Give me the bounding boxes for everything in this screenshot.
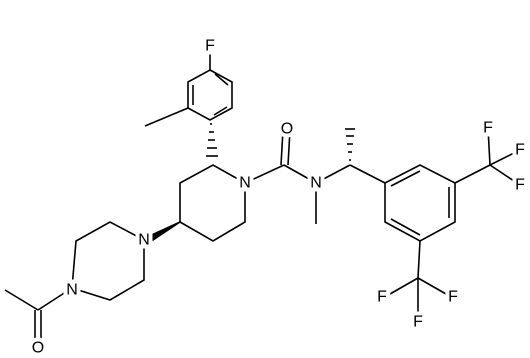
bond xyxy=(280,129,284,166)
atom-label: F xyxy=(483,120,493,137)
atom-label: F xyxy=(413,314,423,331)
bond xyxy=(283,164,317,184)
atom-label: N xyxy=(138,232,150,249)
atom-label: N xyxy=(66,282,78,299)
hashed-bond xyxy=(345,128,355,161)
ring xyxy=(187,69,233,121)
ring xyxy=(179,164,246,242)
hashed-bond xyxy=(206,123,218,157)
atom-label: F xyxy=(377,289,387,306)
atom-label: N xyxy=(310,175,322,192)
bond xyxy=(487,127,491,166)
bond xyxy=(489,164,521,186)
bond xyxy=(489,149,521,166)
bond xyxy=(390,170,421,187)
bond xyxy=(417,240,421,279)
bond xyxy=(214,73,229,86)
bond xyxy=(417,277,454,299)
bond xyxy=(382,277,419,299)
atom-label: O xyxy=(32,340,44,357)
bond xyxy=(287,129,291,166)
atom-label: F xyxy=(205,38,215,55)
atom-label: O xyxy=(281,121,293,138)
bond xyxy=(213,106,228,116)
bond xyxy=(37,287,73,311)
bond xyxy=(144,107,189,127)
atom-label: F xyxy=(515,142,525,159)
bond xyxy=(315,164,351,184)
bond xyxy=(454,164,491,184)
atom-labels: F O N N N N O F F F F F F xyxy=(28,34,529,358)
bond xyxy=(390,218,421,236)
bond xyxy=(349,164,386,184)
bond xyxy=(4,289,39,311)
atom-label: N xyxy=(239,175,251,192)
atom-label: F xyxy=(515,177,525,194)
wedge-bond xyxy=(144,221,181,246)
bond xyxy=(244,164,285,184)
atom-label: F xyxy=(448,289,458,306)
ring xyxy=(384,164,456,242)
bonds xyxy=(4,48,521,346)
ring xyxy=(71,221,145,301)
